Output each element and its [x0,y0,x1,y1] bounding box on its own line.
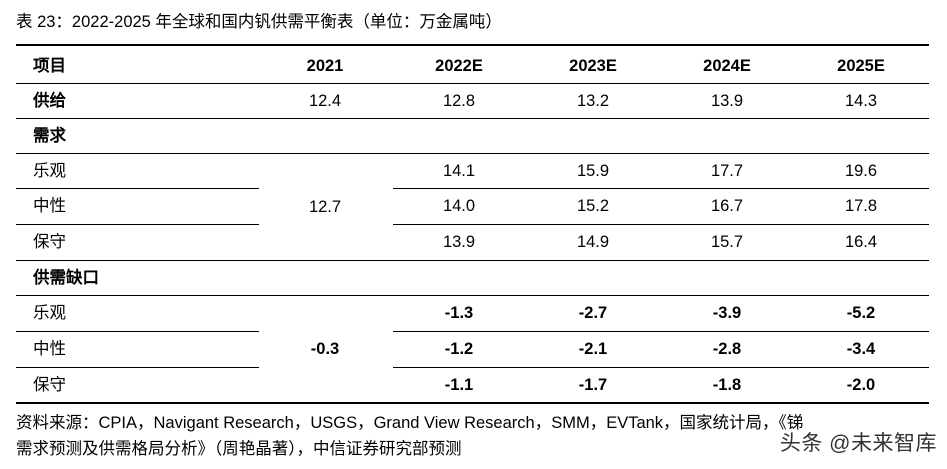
top-rule [16,44,929,46]
gap-row-optimistic-label: 乐观 [33,304,66,322]
gap-neutral-2022e: -1.2 [444,340,474,358]
demand-neutral-2023e: 15.2 [576,197,610,215]
header-2025e: 2025E [837,57,885,75]
header-2021: 2021 [306,57,344,75]
gap-conservative-2024e: -1.8 [712,376,742,394]
gap-row-neutral-label: 中性 [33,340,66,358]
demand-optimistic-2022e: 14.1 [442,162,476,180]
gap-2021-merged: -0.3 [310,340,340,358]
gap-conservative-2023e: -1.7 [578,376,608,394]
gap-conservative-2025e: -2.0 [846,376,876,394]
source-note-line2: 需求预测及供需格局分析》（周艳晶著），中信证券研究部预测 [16,440,462,458]
demand-optimistic-2025e: 19.6 [844,162,878,180]
gap-optimistic-2022e: -1.3 [444,304,474,322]
table-caption: 表 23：2022-2025 年全球和国内钒供需平衡表（单位：万金属吨） [16,13,502,31]
demand-row-rule [16,188,259,189]
demand-row-rule [393,224,929,225]
gap-row-rule [16,331,259,332]
header-rule [16,83,929,84]
demand-optimistic-2024e: 17.7 [710,162,744,180]
demand-2021-merged: 12.7 [308,198,342,216]
supply-rule [16,118,929,119]
demand-conservative-2022e: 13.9 [442,233,476,251]
supply-2023e: 13.2 [576,92,610,110]
gap-conservative-2022e: -1.1 [444,376,474,394]
gap-row-rule [16,367,259,368]
demand-section-rule [16,153,929,154]
gap-row-rule [393,367,929,368]
supply-2025e: 14.3 [844,92,878,110]
supply-2024e: 13.9 [710,92,744,110]
demand-conservative-2023e: 14.9 [576,233,610,251]
header-2022e: 2022E [435,57,483,75]
gap-neutral-2023e: -2.1 [578,340,608,358]
gap-neutral-2025e: -3.4 [846,340,876,358]
demand-row-neutral-label: 中性 [33,197,66,215]
demand-row-conservative-label: 保守 [33,233,66,251]
gap-row-rule [393,331,929,332]
bottom-rule [16,402,929,404]
gap-row-conservative-label: 保守 [33,376,66,394]
gap-label: 供需缺口 [33,269,99,287]
demand-row-rule [16,224,259,225]
demand-end-rule [16,260,929,261]
demand-row-rule [393,188,929,189]
supply-2021: 12.4 [308,92,342,110]
demand-label: 需求 [33,127,66,145]
demand-row-optimistic-label: 乐观 [33,162,66,180]
demand-neutral-2025e: 17.8 [844,197,878,215]
demand-conservative-2025e: 16.4 [844,233,878,251]
gap-optimistic-2025e: -5.2 [846,304,876,322]
demand-optimistic-2023e: 15.9 [576,162,610,180]
gap-section-rule [16,295,929,296]
gap-optimistic-2024e: -3.9 [712,304,742,322]
supply-label: 供给 [33,92,66,110]
watermark: 头条 @未来智库 [779,432,937,455]
demand-neutral-2022e: 14.0 [442,197,476,215]
header-2023e: 2023E [569,57,617,75]
supply-2022e: 12.8 [442,92,476,110]
header-2024e: 2024E [703,57,751,75]
source-note-line1: 资料来源：CPIA，Navigant Research，USGS，Grand V… [16,414,804,432]
gap-optimistic-2023e: -2.7 [578,304,608,322]
demand-neutral-2024e: 16.7 [710,197,744,215]
demand-conservative-2024e: 15.7 [710,233,744,251]
header-item: 项目 [33,57,66,75]
gap-neutral-2024e: -2.8 [712,340,742,358]
